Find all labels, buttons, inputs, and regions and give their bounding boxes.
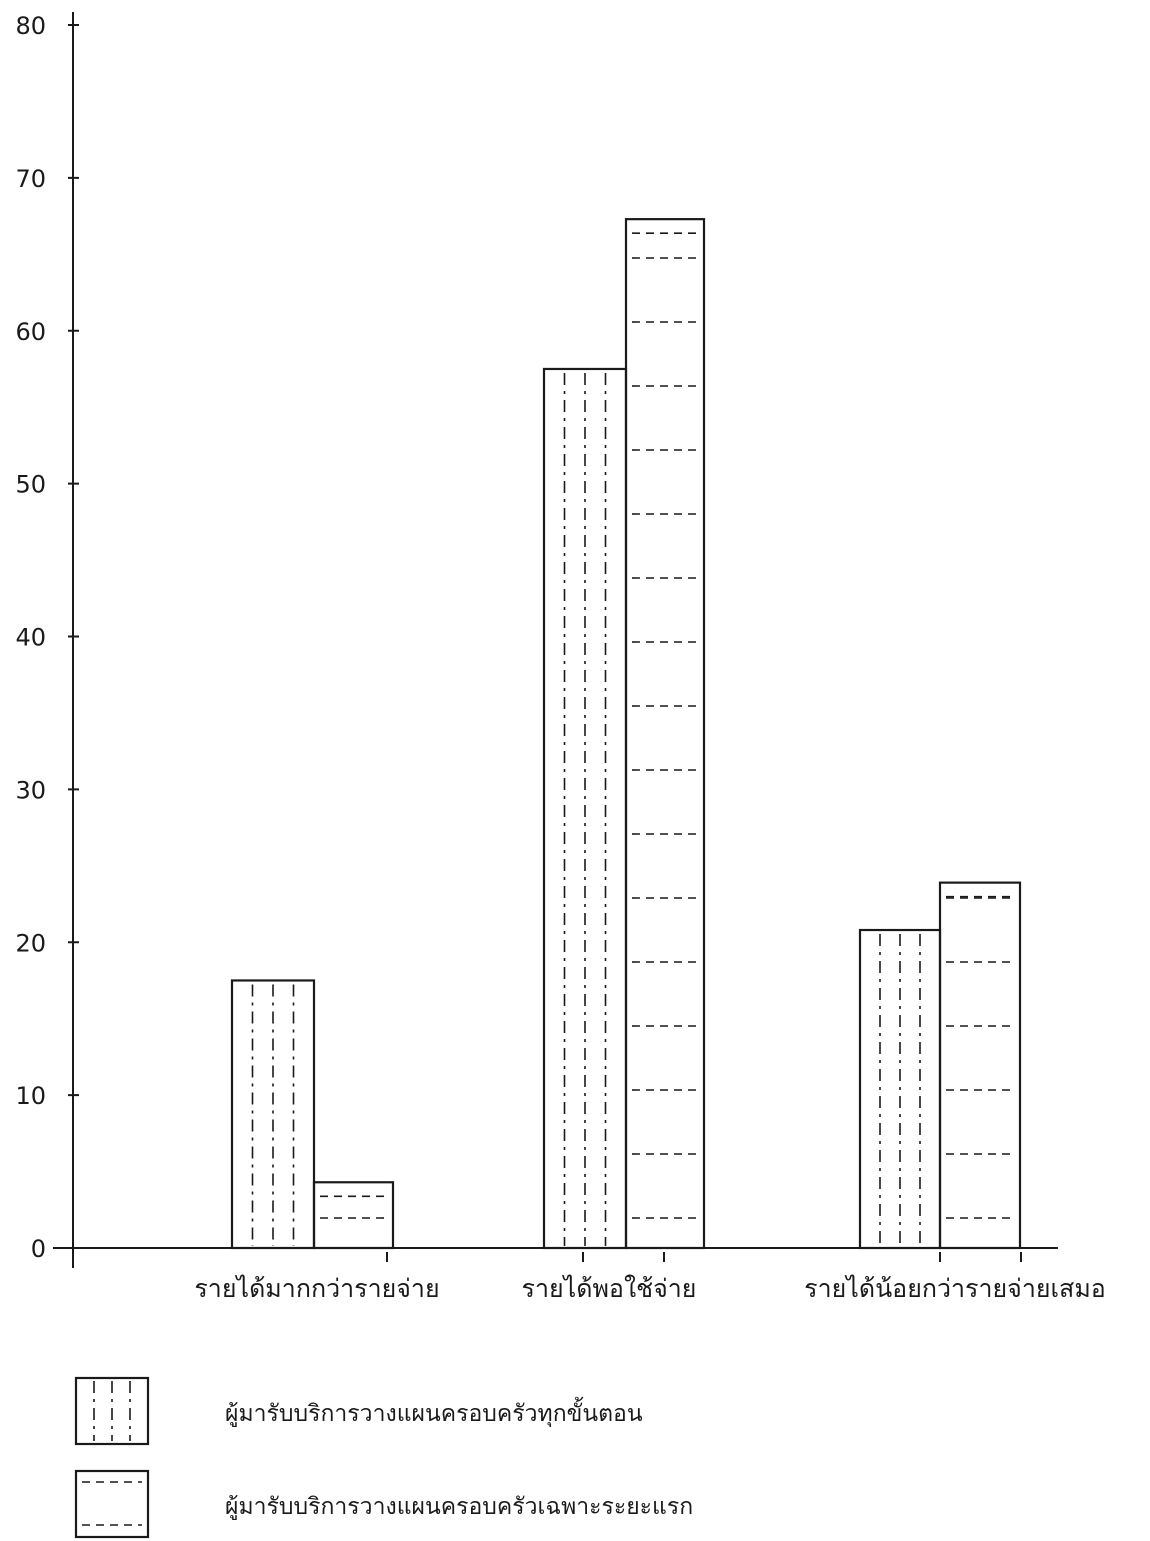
bar-initial-phase-2: [624, 218, 706, 1250]
y-tick-label: 80: [15, 12, 46, 40]
x-category-label: รายได้พอใช้จ่าย: [522, 1274, 697, 1303]
x-category-label: รายได้มากกว่ารายจ่าย: [194, 1274, 439, 1303]
y-axis-ticks: 0 10 20 30 40 50 60 70 80: [15, 12, 79, 1263]
bar-rect: [230, 979, 316, 1250]
legend-swatch: [74, 1376, 150, 1446]
y-tick-label: 60: [15, 318, 46, 346]
bars: [230, 218, 1022, 1250]
bar-rect: [938, 881, 1022, 1250]
y-tick-label: 70: [15, 165, 46, 193]
legend-item: ผู้มารับบริการวางแผนครอบครัวเฉพาะระยะแรก: [74, 1469, 693, 1539]
bar-rect: [312, 1181, 395, 1250]
legend-swatch: [74, 1469, 150, 1539]
legend: ผู้มารับบริการวางแผนครอบครัวทุกขั้นตอนผู…: [74, 1376, 693, 1539]
bar-all-steps-2: [542, 367, 628, 1250]
y-tick-label: 30: [15, 776, 46, 804]
x-category-label: รายได้น้อยกว่ารายจ่ายเสมอ: [804, 1274, 1106, 1303]
y-tick-label: 20: [15, 929, 46, 957]
bar-all-steps-3: [858, 928, 942, 1250]
legend-label: ผู้มารับบริการวางแผนครอบครัวทุกขั้นตอน: [225, 1397, 643, 1427]
bar-all-steps-1: [230, 979, 316, 1250]
bar-rect: [624, 218, 706, 1250]
bar-initial-phase-3: [938, 881, 1022, 1250]
y-tick-label: 0: [31, 1235, 46, 1263]
x-axis: [53, 1247, 1058, 1262]
bar-initial-phase-1: [312, 1181, 395, 1250]
y-tick-label: 10: [15, 1082, 46, 1110]
category-labels: รายได้มากกว่ารายจ่าย รายได้พอใช้จ่าย รายได…: [194, 1274, 1105, 1303]
legend-item: ผู้มารับบริการวางแผนครอบครัวทุกขั้นตอน: [74, 1376, 643, 1446]
legend-label: ผู้มารับบริการวางแผนครอบครัวเฉพาะระยะแรก: [225, 1494, 693, 1520]
y-tick-label: 50: [15, 471, 46, 499]
y-tick-label: 40: [15, 624, 46, 652]
